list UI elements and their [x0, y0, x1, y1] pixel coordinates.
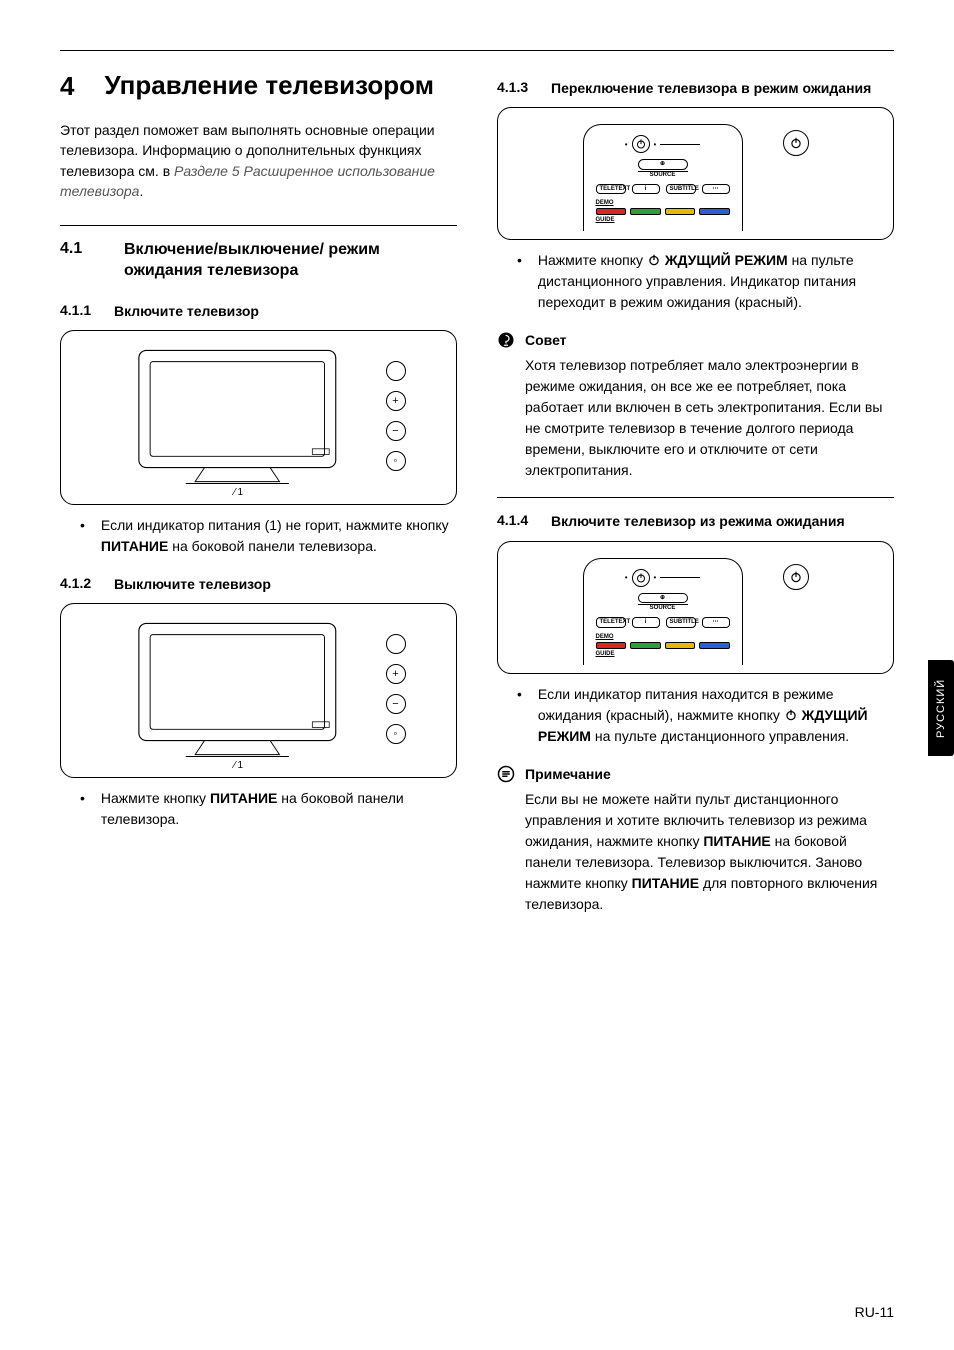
side-power-button-2	[386, 634, 406, 654]
figure-remote-wake: • • ⊕ SOURCE TELETEXT i SUBTIT	[497, 541, 894, 674]
figure-callout-1b: 1	[238, 760, 244, 771]
intro-paragraph: Этот раздел поможет вам выполнять основн…	[60, 120, 457, 201]
remote-body: • • ⊕ SOURCE TELETEXT i SUBTIT	[583, 124, 743, 231]
page-number: RU-11	[855, 1304, 894, 1320]
bullet-icon: •	[517, 684, 522, 747]
section-4-1-1-title: Включите телевизор	[114, 302, 259, 320]
section-4-1-title: Включение/выключение/ режим ожидания тел…	[124, 240, 457, 282]
remote-teletext-button-2: TELETEXT	[596, 617, 626, 628]
note-title: Примечание	[525, 766, 611, 782]
figure-callout-1: 1	[238, 487, 244, 498]
remote-cc-button: ⋯	[702, 184, 730, 195]
section-4-1-2-num: 4.1.2	[60, 575, 100, 593]
side-plus-button: +	[386, 391, 406, 411]
remote-color-row-2	[596, 642, 730, 649]
remote-body-2: • • ⊕ SOURCE TELETEXT i SUBTIT	[583, 558, 743, 665]
side-plus-button-2: +	[386, 664, 406, 684]
tip-body: Хотя телевизор потребляет мало электроэн…	[497, 355, 894, 481]
standby-callout-icon-2	[783, 564, 809, 590]
remote-blue-button	[699, 208, 730, 215]
figure-tv-off: + − ◦ ⁄1	[60, 603, 457, 778]
section-4-1-num: 4.1	[60, 240, 100, 282]
tv-illustration-2	[112, 614, 372, 764]
remote-guide-label-2: GUIDE	[596, 651, 730, 657]
section-4-1-4-text: Если индикатор питания находится в режим…	[538, 684, 894, 747]
remote-teletext-button: TELETEXT	[596, 184, 626, 195]
tip-icon	[497, 331, 515, 349]
side-minus-button: −	[386, 421, 406, 441]
remote-source-label-2: SOURCE	[638, 604, 688, 611]
remote-source-button: ⊕	[638, 159, 688, 170]
side-power-button	[386, 361, 406, 381]
remote-source-button-2: ⊕	[638, 593, 688, 604]
section-4-1-2-text: Нажмите кнопку ПИТАНИЕ на боковой панели…	[101, 788, 457, 830]
remote-demo-label: DEMO	[596, 200, 730, 206]
section-4-1-3-num: 4.1.3	[497, 79, 537, 97]
language-tab: РУССКИЙ	[928, 660, 954, 756]
tip-title: Совет	[525, 332, 567, 348]
note-body: Если вы не можете найти пульт дистанцион…	[497, 789, 894, 915]
remote-color-row	[596, 208, 730, 215]
remote-subtitle-button: SUBTITLE	[666, 184, 696, 195]
note-icon	[497, 765, 515, 783]
side-minus-button-2: −	[386, 694, 406, 714]
section-4-1-1-num: 4.1.1	[60, 302, 100, 320]
section-4-1-3-title: Переключение телевизора в режим ожидания	[551, 79, 871, 97]
figure-tv-on: + − ◦ ⁄1	[60, 330, 457, 505]
section-4-1-4-title: Включите телевизор из режима ожидания	[551, 512, 845, 530]
remote-info-button-2: i	[632, 617, 660, 628]
section-4-1-4-num: 4.1.4	[497, 512, 537, 530]
remote-info-button: i	[632, 184, 660, 195]
remote-standby-button	[632, 135, 650, 153]
remote-green-button-2	[630, 642, 661, 649]
side-aux-button: ◦	[386, 451, 406, 471]
standby-callout-icon	[783, 130, 809, 156]
section-4-1-3-text: Нажмите кнопку ЖДУЩИЙ РЕЖИМ на пульте ди…	[538, 250, 894, 313]
remote-subtitle-button-2: SUBTITLE	[666, 617, 696, 628]
side-aux-button-2: ◦	[386, 724, 406, 744]
remote-cc-button-2: ⋯	[702, 617, 730, 628]
tv-illustration	[112, 341, 372, 491]
remote-green-button	[630, 208, 661, 215]
remote-blue-button-2	[699, 642, 730, 649]
remote-red-button-2	[596, 642, 627, 649]
figure-remote-standby: • • ⊕ SOURCE TELETEXT i SUBTIT	[497, 107, 894, 240]
section-4-1-1-text: Если индикатор питания (1) не горит, наж…	[101, 515, 457, 557]
bullet-icon: •	[517, 250, 522, 313]
remote-source-label: SOURCE	[638, 171, 688, 178]
tv-side-panel-2: + − ◦	[386, 630, 406, 748]
bullet-icon: •	[80, 515, 85, 557]
remote-guide-label: GUIDE	[596, 217, 730, 223]
remote-yellow-button-2	[665, 642, 696, 649]
remote-standby-button-2	[632, 569, 650, 587]
chapter-number: 4	[60, 71, 74, 102]
remote-red-button	[596, 208, 627, 215]
remote-yellow-button	[665, 208, 696, 215]
bullet-icon: •	[80, 788, 85, 830]
section-4-1-2-title: Выключите телевизор	[114, 575, 271, 593]
tv-side-panel: + − ◦	[386, 357, 406, 475]
remote-demo-label-2: DEMO	[596, 634, 730, 640]
chapter-title: Управление телевизором	[104, 71, 433, 102]
